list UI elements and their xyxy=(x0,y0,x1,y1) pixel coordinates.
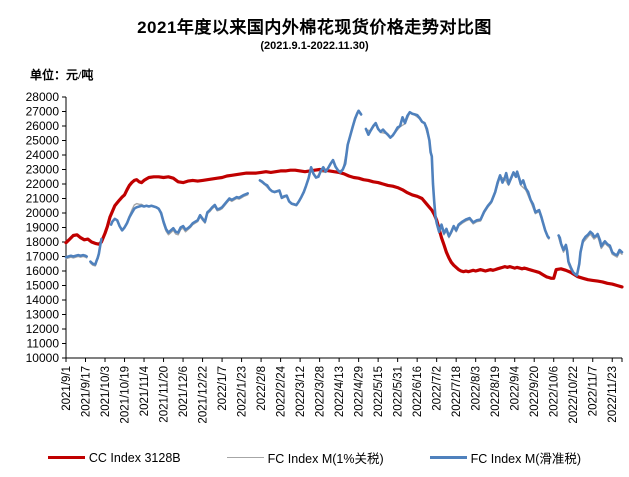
x-tick-label: 2022/5/31 xyxy=(393,366,405,417)
x-tick-label: 2021/11/20 xyxy=(159,366,171,423)
x-tick-label: 2021/9/1 xyxy=(61,366,73,411)
legend-item-fc-sliding: FC Index M(滑准税) xyxy=(429,448,582,467)
fc-index-m-sliding-duty-line xyxy=(364,110,551,239)
x-tick-label: 2022/2/24 xyxy=(276,365,288,417)
y-tick-label: 22000 xyxy=(26,177,60,191)
y-tick-label: 27000 xyxy=(26,105,60,119)
fc-sliding-line-swatch xyxy=(429,456,467,459)
legend-label-cc-index: CC Index 3128B xyxy=(88,450,181,465)
fc-index-m-sliding-duty-line xyxy=(258,109,363,207)
x-tick-label: 2022/11/23 xyxy=(607,366,619,423)
y-tick-label: 12000 xyxy=(26,322,60,336)
y-tick-label: 18000 xyxy=(26,235,60,249)
x-tick-label: 2022/4/29 xyxy=(354,366,366,417)
x-tick-label: 2022/7/18 xyxy=(451,366,463,417)
y-tick-label: 25000 xyxy=(26,134,60,148)
fc-1pct-line-swatch xyxy=(226,456,264,459)
fc-index-m-1pct-tariff-line xyxy=(365,112,550,240)
y-tick-label: 24000 xyxy=(26,148,60,162)
x-tick-label: 2022/1/23 xyxy=(237,366,249,417)
y-tick-label: 20000 xyxy=(26,206,60,220)
y-tick-label: 17000 xyxy=(26,250,60,264)
x-tick-label: 2021/10/19 xyxy=(120,366,132,424)
x-tick-label: 2021/10/3 xyxy=(100,366,112,417)
y-tick-label: 23000 xyxy=(26,163,60,177)
chart-title: 2021年度以来国内外棉花现货价格走势对比图 xyxy=(137,18,492,37)
x-tick-label: 2022/2/8 xyxy=(256,366,268,411)
y-tick-label: 26000 xyxy=(26,119,60,133)
x-tick-label: 2021/12/6 xyxy=(178,366,190,417)
fc-index-m-sliding-duty-line xyxy=(89,237,103,266)
unit-label: 单位：元/吨 xyxy=(30,68,94,82)
chart-subtitle: (2021.9.1-2022.11.30) xyxy=(260,40,369,52)
y-tick-label: 11000 xyxy=(27,337,60,351)
chart-legend: CC Index 3128B FC Index M(1%关税) FC Index… xyxy=(0,448,629,467)
x-tick-label: 2022/8/19 xyxy=(490,366,502,417)
x-tick-label: 2022/3/28 xyxy=(315,366,327,417)
x-tick-label: 2022/9/4 xyxy=(510,365,522,410)
x-tick-label: 2022/8/3 xyxy=(471,366,483,411)
y-tick-label: 10000 xyxy=(26,351,60,365)
legend-item-cc-index: CC Index 3128B xyxy=(47,450,181,465)
x-tick-label: 2022/3/12 xyxy=(295,366,307,417)
cc-index-3128b-line xyxy=(64,167,624,289)
fc-index-m-sliding-duty-line xyxy=(109,192,249,234)
x-tick-label: 2021/11/4 xyxy=(139,365,151,416)
fc-index-m-sliding-duty-line xyxy=(557,230,624,277)
y-tick-label: 15000 xyxy=(26,279,60,293)
y-tick-label: 16000 xyxy=(26,264,60,278)
fc-index-m-1pct-tariff-line xyxy=(65,255,88,260)
y-tick-label: 13000 xyxy=(26,308,60,322)
x-tick-label: 2022/4/13 xyxy=(334,366,346,417)
y-tick-label: 19000 xyxy=(26,221,60,235)
x-tick-label: 2022/10/6 xyxy=(549,366,561,417)
x-tick-label: 2022/10/22 xyxy=(568,366,580,424)
x-tick-label: 2022/11/7 xyxy=(588,366,600,416)
x-tick-label: 2022/6/16 xyxy=(412,366,424,417)
x-tick-label: 2021/9/17 xyxy=(81,366,93,417)
cc-index-line-swatch xyxy=(47,456,85,459)
legend-label-fc-sliding: FC Index M(滑准税) xyxy=(470,452,582,466)
x-tick-label: 2022/9/20 xyxy=(529,366,541,417)
legend-item-fc-1pct: FC Index M(1%关税) xyxy=(226,448,384,467)
fc-index-m-sliding-duty-line xyxy=(64,253,88,259)
y-tick-label: 14000 xyxy=(26,293,60,307)
y-tick-label: 28000 xyxy=(26,90,60,104)
x-tick-label: 2022/7/2 xyxy=(432,366,444,411)
x-tick-label: 2021/12/22 xyxy=(198,366,210,424)
y-tick-label: 21000 xyxy=(26,192,60,206)
x-tick-label: 2022/5/15 xyxy=(373,366,385,417)
x-tick-label: 2022/1/7 xyxy=(217,366,229,411)
legend-label-fc-1pct: FC Index M(1%关税) xyxy=(267,452,384,466)
